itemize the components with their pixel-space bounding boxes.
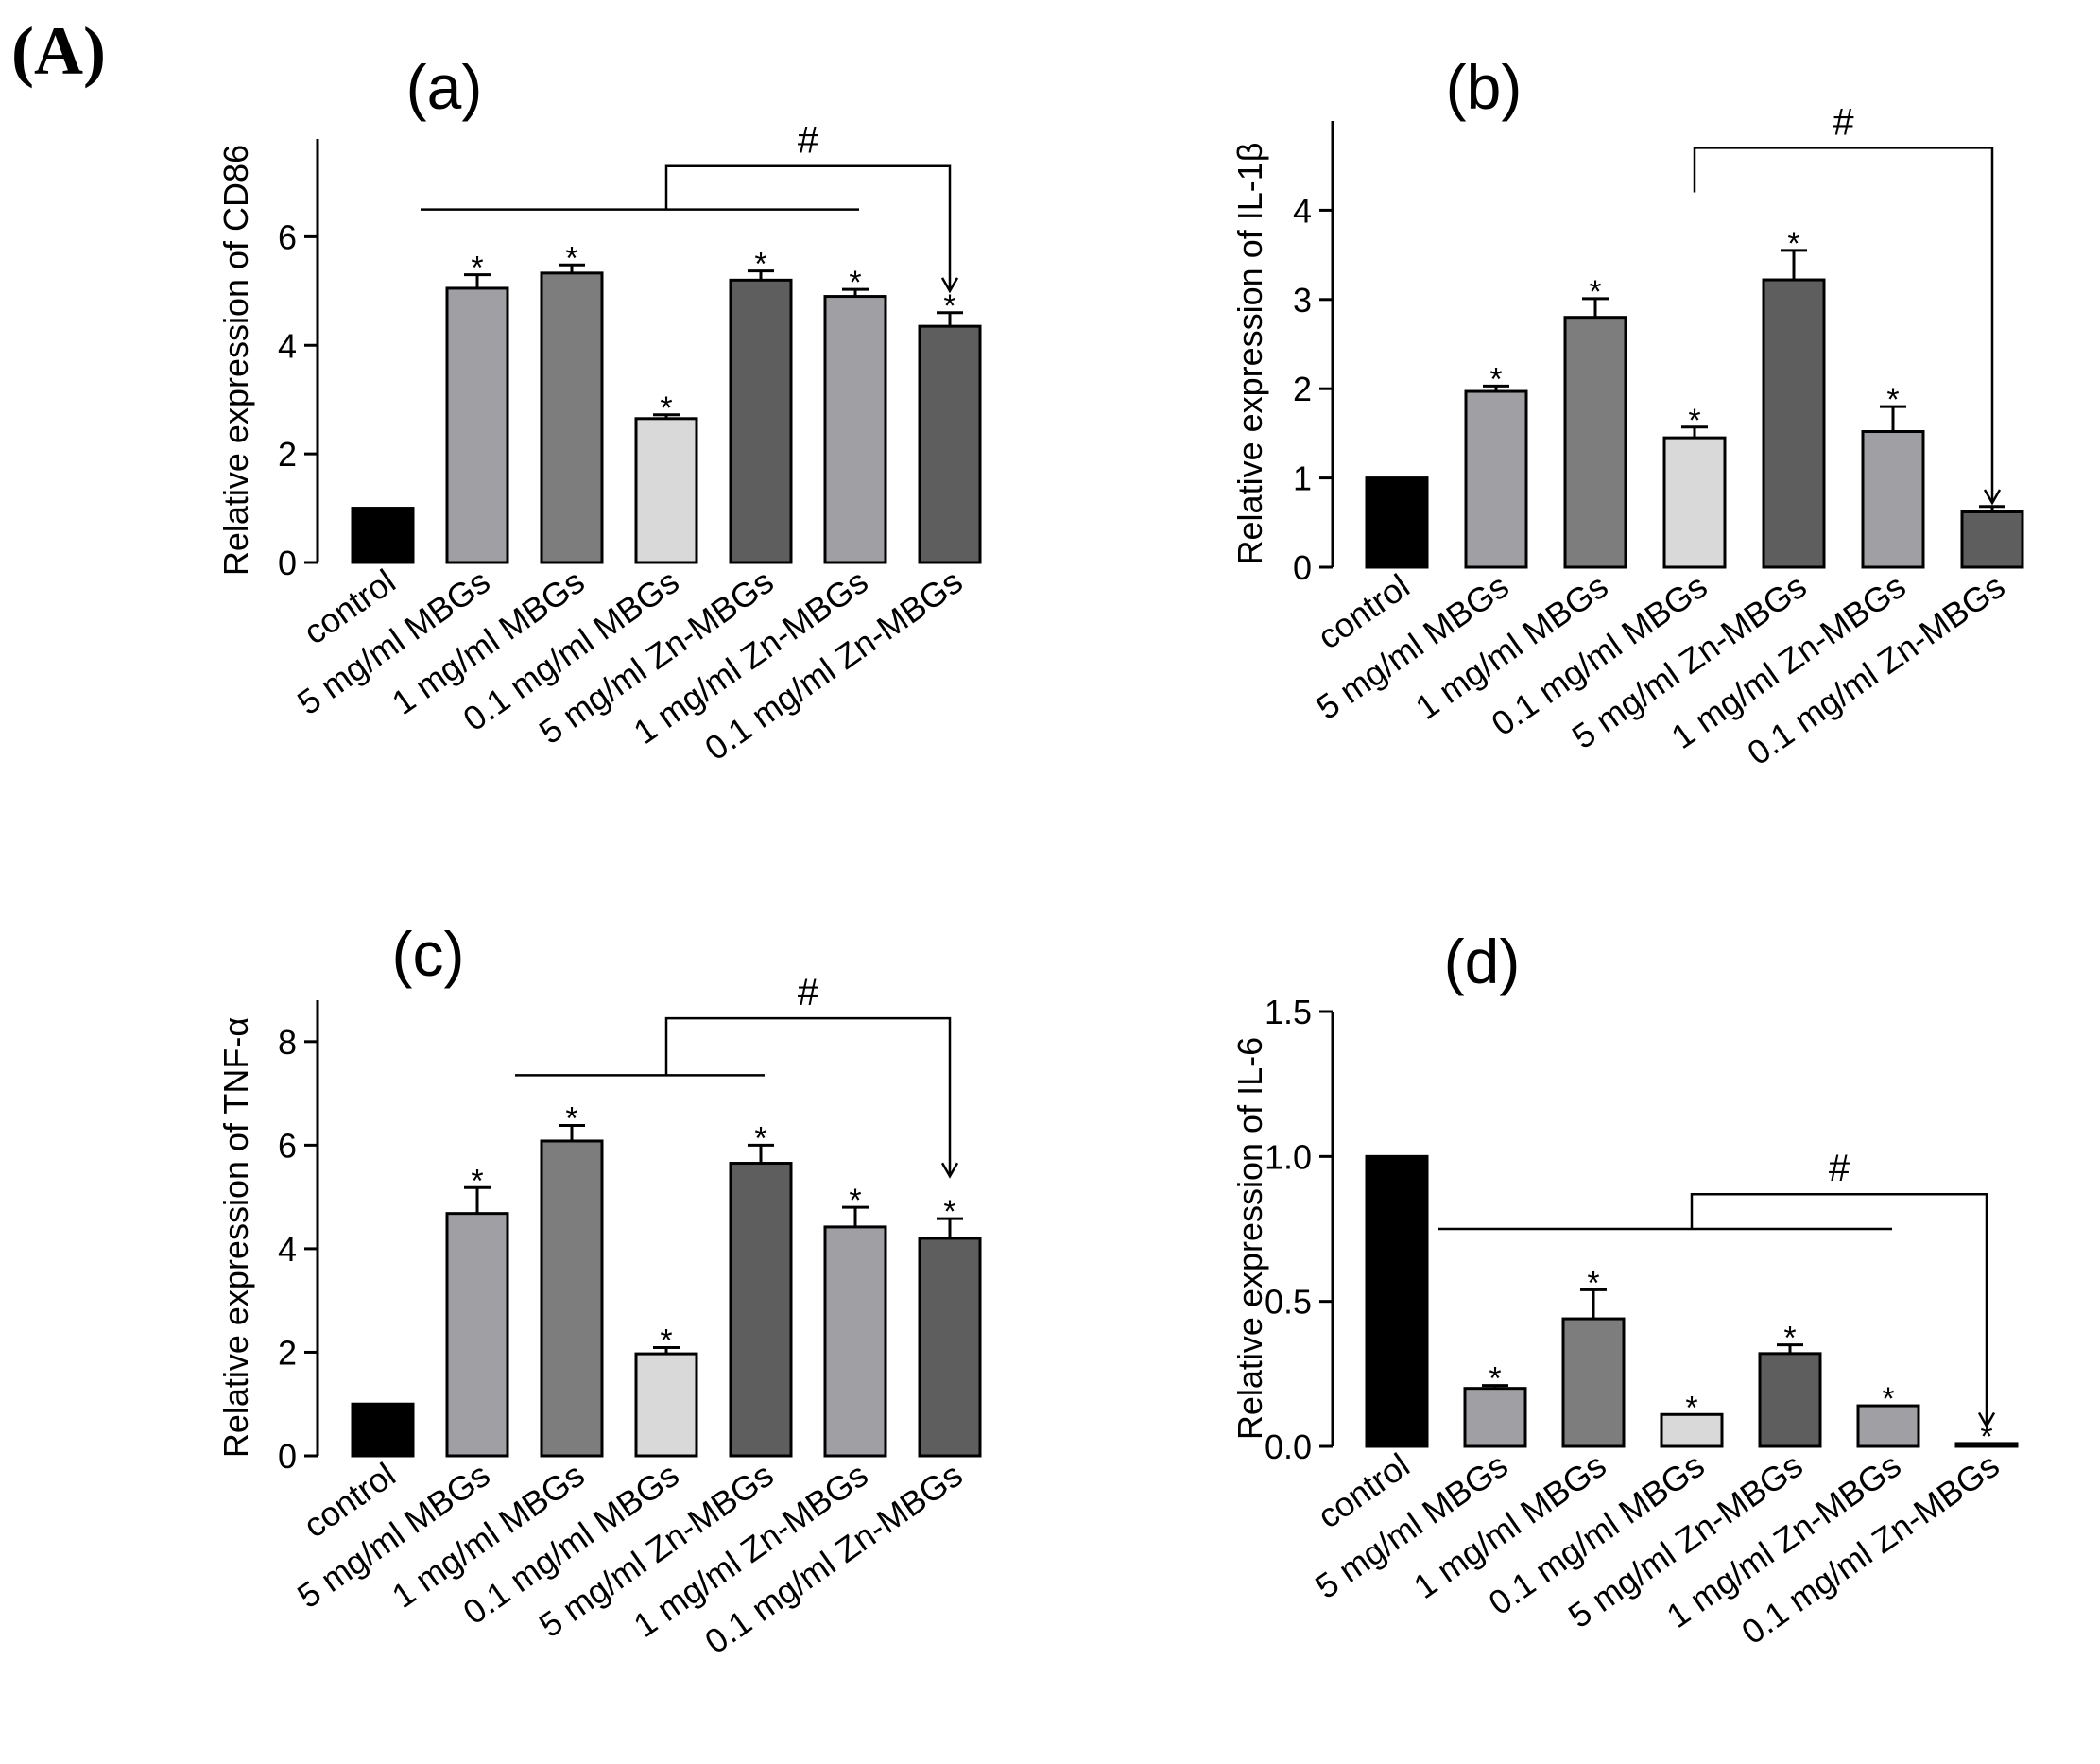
significance-star: * [754, 1120, 766, 1156]
y-tick-label: 4 [278, 326, 297, 365]
panel-label: (d) [1444, 926, 1521, 996]
significance-star: * [849, 1183, 861, 1219]
bar [918, 324, 982, 564]
bar [1563, 316, 1627, 569]
y-tick-label: 1 [1293, 459, 1312, 498]
significance-star: * [1587, 1265, 1599, 1301]
significance-star: * [1882, 1381, 1894, 1417]
y-axis-label: Relative expression of TNF-α [216, 1017, 255, 1458]
panel-label: (a) [406, 52, 483, 122]
significance-star: * [1980, 1419, 1992, 1455]
significance-star: * [471, 1163, 483, 1199]
bracket-label: # [1833, 101, 1854, 143]
significance-star: * [471, 251, 483, 286]
bar [1960, 510, 2024, 569]
bar [1762, 278, 1826, 569]
bar [634, 417, 698, 564]
y-tick-label: 1.0 [1265, 1137, 1312, 1176]
bar [540, 271, 604, 564]
y-tick-label: 3 [1293, 281, 1312, 320]
y-tick-label: 6 [278, 1126, 297, 1165]
significance-bracket [664, 1016, 952, 1177]
significance-star: * [660, 390, 672, 426]
significance-star: * [1787, 226, 1799, 262]
bar [1365, 476, 1429, 569]
bar [351, 1402, 415, 1458]
y-tick-label: 4 [278, 1230, 297, 1269]
significance-star: * [1489, 1361, 1501, 1397]
significance-bracket [1690, 1192, 1988, 1427]
significance-star: * [943, 288, 955, 324]
bar [351, 507, 415, 564]
y-tick-label: 1.5 [1265, 993, 1312, 1031]
bracket-arrowhead [940, 1162, 959, 1179]
bar [823, 295, 887, 564]
significance-star: * [1688, 403, 1700, 439]
bar [729, 1162, 793, 1458]
y-tick-label: 0 [278, 544, 297, 582]
y-axis-label: Relative expression of IL-6 [1231, 1037, 1269, 1440]
bracket-label: # [798, 972, 819, 1013]
y-tick-label: 8 [278, 1023, 297, 1062]
significance-star: * [565, 1101, 577, 1137]
bracket-label: # [1829, 1148, 1850, 1189]
y-tick-label: 6 [278, 217, 297, 256]
panel-label: (c) [392, 919, 465, 989]
significance-star: * [1489, 361, 1502, 397]
bracket-arrowhead [1977, 1411, 1996, 1429]
significance-bracket [1693, 147, 1994, 504]
y-tick-label: 2 [278, 435, 297, 474]
y-tick-label: 0.5 [1265, 1283, 1312, 1322]
significance-star: * [1589, 274, 1601, 310]
bracket-arrowhead [1983, 489, 2002, 506]
significance-bracket [664, 164, 952, 291]
bar [634, 1352, 698, 1458]
significance-star: * [943, 1194, 955, 1230]
bar [1856, 1404, 1920, 1448]
y-tick-label: 4 [1293, 191, 1312, 230]
y-tick-label: 0.0 [1265, 1427, 1312, 1466]
y-tick-label: 0 [1293, 548, 1312, 587]
bar [1861, 430, 1925, 569]
bar [1662, 436, 1727, 569]
bar [445, 1212, 509, 1458]
bar [1561, 1317, 1626, 1448]
significance-star: * [754, 247, 766, 283]
significance-star: * [1783, 1321, 1796, 1357]
y-tick-label: 0 [278, 1437, 297, 1476]
bar [1954, 1442, 2019, 1448]
bracket-arrowhead [940, 277, 959, 294]
bar [445, 286, 509, 564]
significance-star: * [849, 265, 861, 301]
y-axis-label: Relative expression of CD86 [216, 145, 255, 576]
bar [823, 1225, 887, 1458]
bar [1463, 1387, 1527, 1448]
bar [729, 278, 793, 564]
bar [1464, 389, 1528, 569]
significance-star: * [1886, 382, 1899, 418]
bar [540, 1139, 604, 1458]
y-tick-label: 2 [278, 1333, 297, 1372]
significance-star: * [1685, 1390, 1697, 1426]
chart-panel-4: (d) 0.0 0.5 1.0 1.5 Relative expression of IL… [1231, 926, 2019, 1652]
significance-star: * [565, 240, 577, 276]
figure-label: (A) [11, 13, 106, 89]
bar [1365, 1154, 1429, 1448]
bar [918, 1237, 982, 1458]
significance-star: * [660, 1323, 672, 1359]
y-axis-label: Relative expression of IL-1β [1231, 143, 1269, 565]
bar [1660, 1412, 1724, 1448]
y-tick-label: 2 [1293, 370, 1312, 408]
panel-label: (b) [1446, 52, 1523, 122]
bar [1758, 1352, 1822, 1448]
bracket-label: # [798, 120, 819, 162]
